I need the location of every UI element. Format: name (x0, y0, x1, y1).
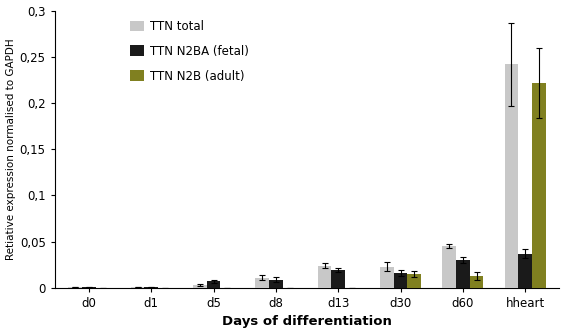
Bar (68, 287, 82, 288)
Bar (82, 287, 96, 288)
Y-axis label: Retiative expression normalised to GAPDH: Retiative expression normalised to GAPDH (6, 38, 16, 260)
Bar (505, 64, 518, 288)
Bar (532, 82, 546, 288)
Legend: TTN total, TTN N2BA (fetal), TTN N2B (adult): TTN total, TTN N2BA (fetal), TTN N2B (ad… (126, 16, 253, 86)
Bar (518, 254, 532, 288)
X-axis label: Days of differentiation: Days of differentiation (222, 315, 392, 328)
Bar (380, 267, 394, 288)
Bar (456, 260, 470, 288)
Bar (193, 285, 207, 288)
Bar (269, 280, 283, 288)
Bar (318, 266, 332, 288)
Bar (332, 270, 345, 288)
Bar (207, 281, 220, 288)
Bar (394, 273, 407, 288)
Bar (145, 287, 158, 288)
Bar (407, 274, 421, 288)
Bar (255, 278, 269, 288)
Bar (470, 276, 484, 288)
Bar (442, 246, 456, 288)
Bar (131, 287, 145, 288)
